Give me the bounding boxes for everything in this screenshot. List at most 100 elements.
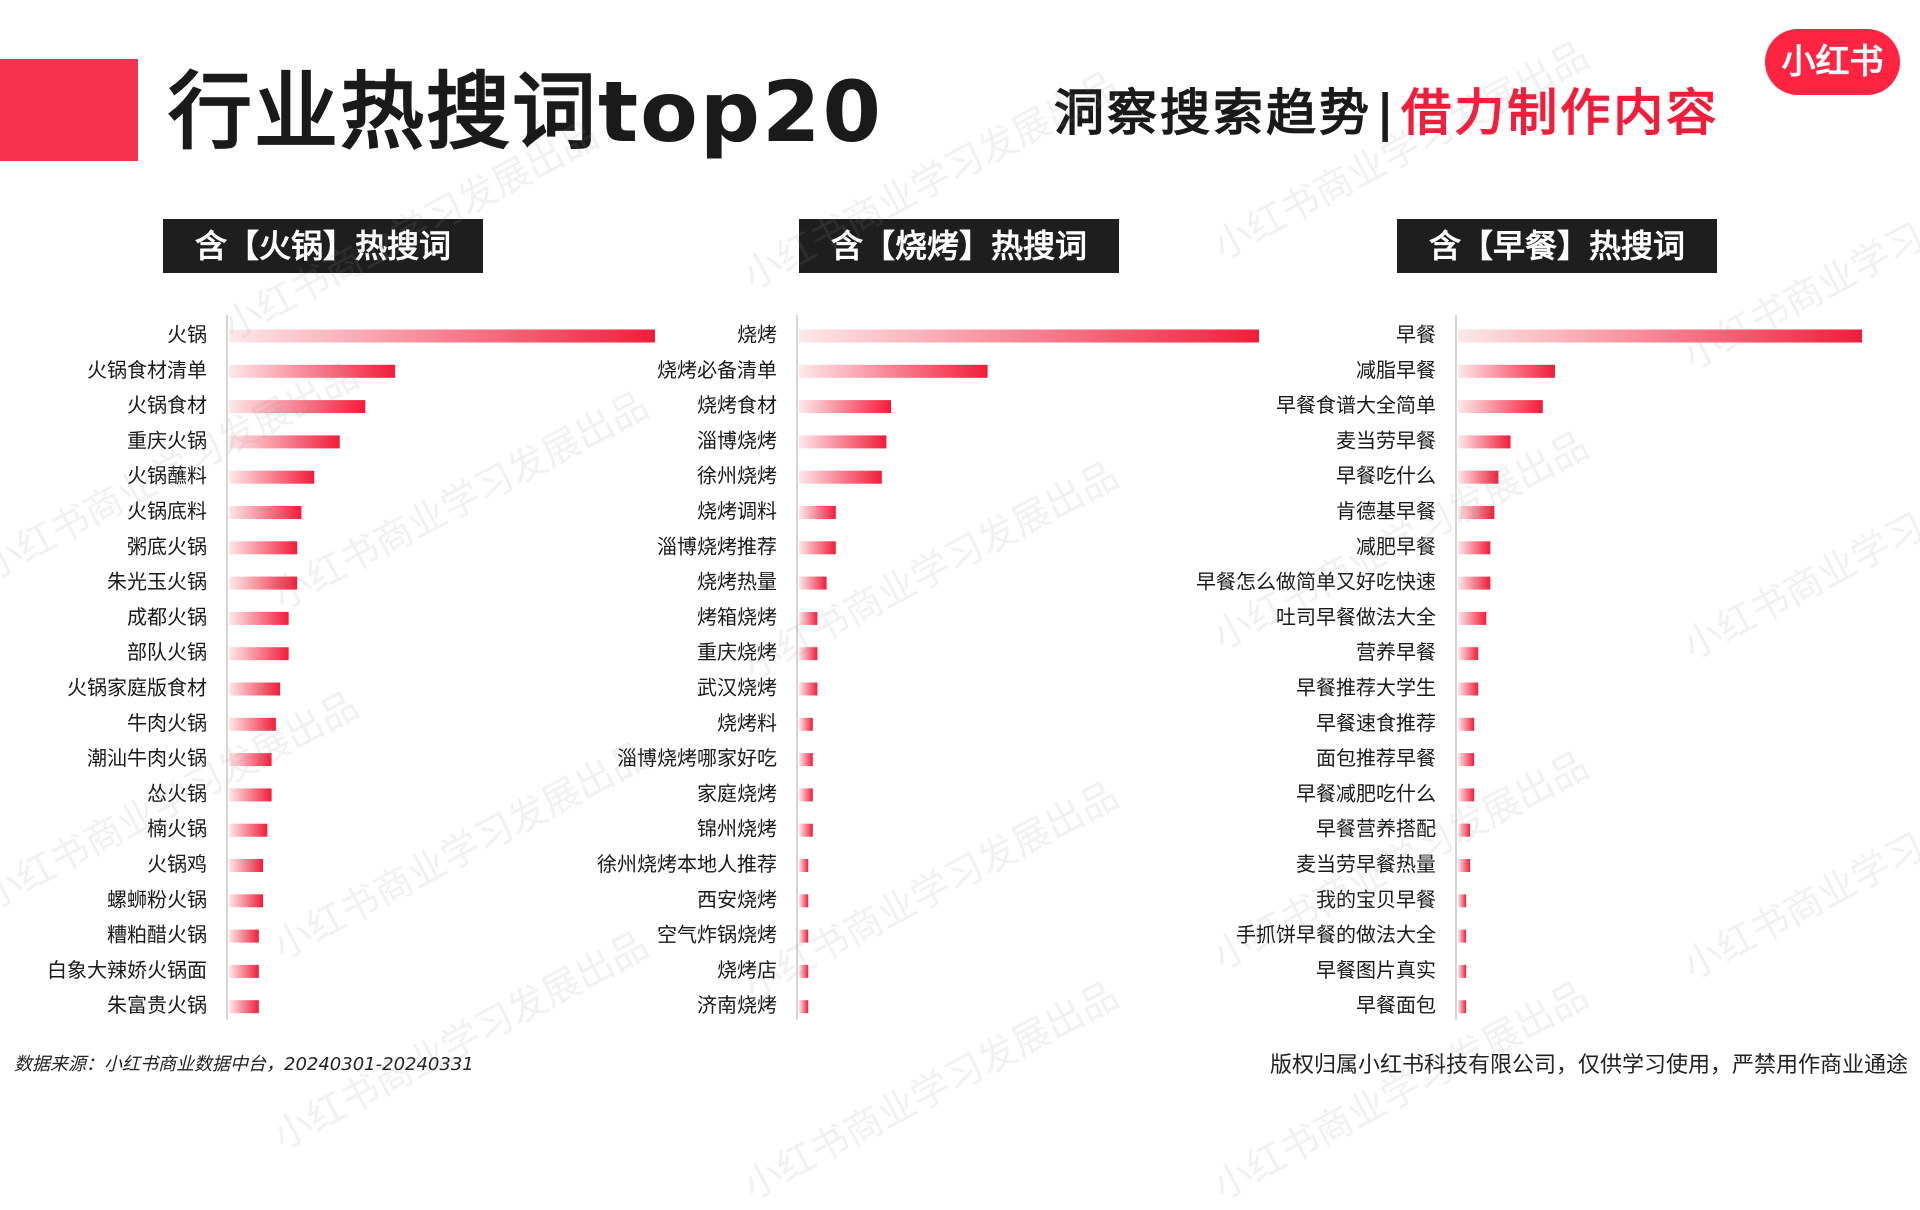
category-label: 烧烤 xyxy=(737,323,777,347)
category-label: 早餐减肥吃什么 xyxy=(1296,781,1436,805)
bar xyxy=(229,435,340,449)
bar xyxy=(1458,717,1475,731)
category-label: 西安烧烤 xyxy=(697,887,777,911)
category-label: 肯德基早餐 xyxy=(1336,499,1436,523)
bar xyxy=(1458,400,1543,414)
category-label: 烧烤热量 xyxy=(697,570,777,594)
brand-logo: 小红书 xyxy=(1765,29,1900,95)
panel-header-breakfast: 含【早餐】热搜词 xyxy=(1397,219,1717,273)
category-label: 锦州烧烤 xyxy=(697,817,777,841)
category-label: 早餐图片真实 xyxy=(1316,958,1436,982)
bar xyxy=(229,964,259,978)
category-label: 减肥早餐 xyxy=(1356,534,1436,558)
category-label: 麦当劳早餐 xyxy=(1336,428,1436,452)
category-label: 怂火锅 xyxy=(147,781,207,805)
category-label: 潮汕牛肉火锅 xyxy=(87,746,207,770)
bar xyxy=(799,470,882,484)
category-label: 济南烧烤 xyxy=(697,993,777,1017)
category-label: 早餐吃什么 xyxy=(1336,464,1436,488)
bar xyxy=(1458,1000,1467,1014)
category-label: 火锅食材 xyxy=(127,393,207,417)
category-label: 面包推荐早餐 xyxy=(1316,746,1436,770)
bar xyxy=(799,611,818,625)
category-label: 家庭烧烤 xyxy=(697,781,777,805)
bar xyxy=(799,823,813,837)
data-source-note: 数据来源：小红书商业数据中台，20240301-20240331 xyxy=(14,1054,474,1075)
category-label: 淄博烧烤哪家好吃 xyxy=(617,746,777,770)
category-label: 白象大辣娇火锅面 xyxy=(47,958,207,982)
category-label: 粥底火锅 xyxy=(127,534,207,558)
bar xyxy=(799,506,836,519)
category-label: 吐司早餐做法大全 xyxy=(1276,605,1436,629)
category-label: 徐州烧烤 xyxy=(697,464,777,488)
category-label: 减脂早餐 xyxy=(1356,358,1436,382)
category-label: 部队火锅 xyxy=(127,640,207,664)
bar xyxy=(1458,329,1862,343)
bar xyxy=(229,1000,259,1014)
bar xyxy=(1458,788,1475,802)
bar-charts: 火锅火锅食材清单火锅食材重庆火锅火锅蘸料火锅底料粥底火锅朱光玉火锅成都火锅部队火… xyxy=(47,315,1862,1020)
subtitle-dark-part: 洞察搜索趋势 xyxy=(1054,84,1372,142)
category-label: 麦当劳早餐热量 xyxy=(1296,852,1436,876)
category-label: 火锅家庭版食材 xyxy=(67,676,207,700)
category-label: 早餐 xyxy=(1396,323,1436,347)
bar xyxy=(799,929,809,943)
category-label: 火锅食材清单 xyxy=(87,358,207,382)
bar xyxy=(1458,964,1467,978)
category-label: 烧烤调料 xyxy=(697,499,777,523)
bar xyxy=(229,364,396,378)
copyright-note: 版权归属小红书科技有限公司，仅供学习使用，严禁用作商业通途 xyxy=(1269,1053,1908,1078)
category-label: 朱富贵火锅 xyxy=(107,993,207,1017)
bar xyxy=(799,717,813,731)
category-label: 烧烤料 xyxy=(717,711,777,735)
category-label: 营养早餐 xyxy=(1356,640,1436,664)
bar xyxy=(1458,929,1467,943)
title-accent-block xyxy=(0,59,138,161)
bar xyxy=(799,647,818,661)
page-subtitle: 洞察搜索趋势|借力制作内容 xyxy=(1054,78,1719,148)
category-label: 淄博烧烤推荐 xyxy=(657,534,777,558)
bar xyxy=(1458,647,1479,661)
category-label: 早餐面包 xyxy=(1356,993,1436,1017)
bar xyxy=(229,576,298,590)
panel-header-bbq: 含【烧烤】热搜词 xyxy=(799,219,1119,273)
category-label: 朱光玉火锅 xyxy=(107,570,207,594)
category-label: 螺蛳粉火锅 xyxy=(107,887,207,911)
category-label: 糟粕醋火锅 xyxy=(107,923,207,947)
category-label: 烧烤必备清单 xyxy=(657,358,777,382)
category-label: 重庆烧烤 xyxy=(697,640,777,664)
bar xyxy=(1458,611,1487,625)
bar xyxy=(229,329,655,343)
subtitle-red-part: 借力制作内容 xyxy=(1401,84,1720,142)
bar xyxy=(229,859,264,872)
category-label: 我的宝贝早餐 xyxy=(1316,887,1436,911)
bar xyxy=(1458,435,1511,449)
bar xyxy=(799,576,827,590)
bar xyxy=(1458,364,1555,378)
bar xyxy=(1458,576,1491,590)
category-label: 早餐推荐大学生 xyxy=(1296,676,1436,700)
panel-header-hotpot: 含【火锅】热搜词 xyxy=(163,219,483,273)
bar xyxy=(1458,541,1491,555)
bar xyxy=(799,364,988,378)
category-label: 武汉烧烤 xyxy=(697,676,777,700)
bar xyxy=(799,788,813,802)
category-label: 早餐食谱大全简单 xyxy=(1276,393,1436,417)
bar xyxy=(1458,682,1479,696)
bar xyxy=(1458,823,1471,837)
bar xyxy=(1458,470,1499,484)
bar xyxy=(799,1000,809,1014)
bar xyxy=(799,964,809,978)
category-label: 成都火锅 xyxy=(127,605,207,629)
bar xyxy=(799,894,809,908)
bar xyxy=(1458,753,1475,767)
bar xyxy=(799,541,836,555)
subtitle-separator: | xyxy=(1376,84,1398,142)
bar xyxy=(229,929,259,943)
bar xyxy=(229,682,281,696)
category-label: 空气炸锅烧烤 xyxy=(657,923,777,947)
category-label: 重庆火锅 xyxy=(127,428,207,452)
category-label: 早餐怎么做简单又好吃快速 xyxy=(1196,570,1436,594)
page-title: 行业热搜词top20 xyxy=(168,63,883,161)
category-label: 火锅蘸料 xyxy=(127,464,207,488)
